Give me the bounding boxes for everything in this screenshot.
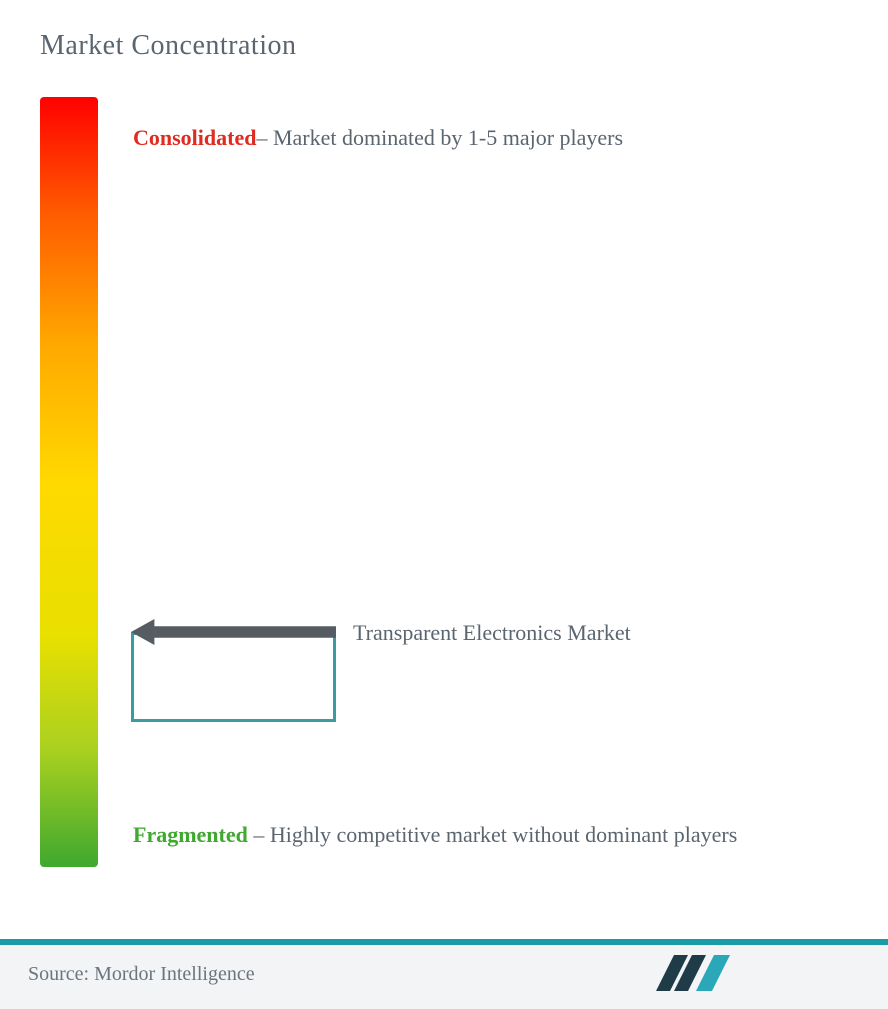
fragmented-word: Fragmented <box>133 822 248 847</box>
source-attribution: Source: Mordor Intelligence <box>0 945 888 1009</box>
chart-title: Market Concentration <box>40 30 848 62</box>
fragmented-description: – Highly competitive market without domi… <box>248 822 737 847</box>
chart-container: Market Concentration Consolidated– Marke… <box>0 0 888 1009</box>
market-position-box <box>131 632 336 722</box>
market-arrow-icon <box>131 619 336 645</box>
chart-area: Consolidated– Market dominated by 1-5 ma… <box>40 92 848 872</box>
labels-area: Consolidated– Market dominated by 1-5 ma… <box>133 92 848 872</box>
footer: Source: Mordor Intelligence <box>0 939 888 1009</box>
consolidated-label: Consolidated– Market dominated by 1-5 ma… <box>133 112 623 165</box>
source-label: Source: <box>28 963 94 985</box>
market-name-label: Transparent Electronics Market <box>353 620 631 646</box>
fragmented-label: Fragmented – Highly competitive market w… <box>133 809 737 862</box>
consolidated-description: – Market dominated by 1-5 major players <box>256 125 623 150</box>
brand-logo-icon <box>648 949 738 999</box>
consolidated-word: Consolidated <box>133 125 256 150</box>
concentration-gradient-bar <box>40 97 98 867</box>
source-value: Mordor Intelligence <box>94 963 255 985</box>
